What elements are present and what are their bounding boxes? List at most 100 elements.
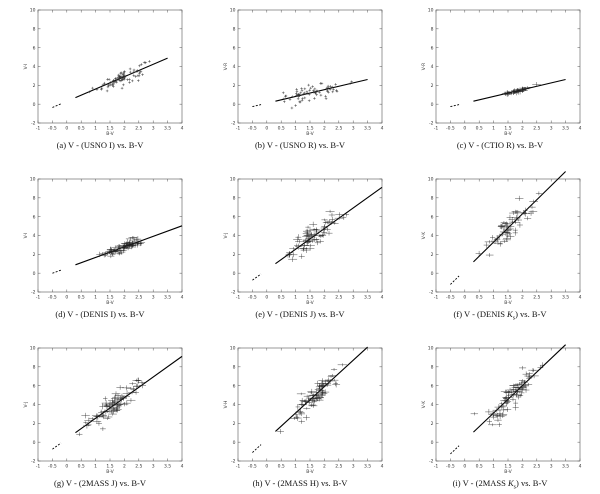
- data-point: [101, 400, 111, 406]
- data-point: [512, 227, 518, 233]
- x-tick-label: 1: [94, 464, 97, 470]
- data-point: [309, 393, 318, 397]
- data-point: [297, 409, 304, 415]
- panel-a: -1 -0.5 0 0.5 1 1.5 2 2.5 3 3.5 4 -2 0 2 4 6 8 10 B-V V-I: [23, 8, 184, 137]
- x-tick-label: -1: [434, 126, 439, 132]
- data-point: [511, 392, 522, 398]
- data-point: [122, 74, 126, 78]
- caption-f-suffix: ) vs. B-V: [515, 309, 547, 319]
- data-point: [302, 238, 309, 242]
- data-point: [117, 77, 121, 81]
- data-point: [343, 212, 350, 217]
- x-tick-label: 1.5: [106, 126, 113, 132]
- data-point: [126, 398, 136, 403]
- data-point: [136, 74, 140, 78]
- data-point: [311, 85, 315, 88]
- data-point: [281, 91, 285, 95]
- y-tick-label: 0: [33, 102, 36, 108]
- data-point: [328, 87, 332, 91]
- data-point: [539, 362, 545, 369]
- x-tick-label: 0.5: [476, 126, 483, 132]
- y-tick-label: 10: [230, 177, 236, 183]
- data-point: [103, 396, 108, 401]
- data-point: [305, 236, 311, 241]
- x-tick-label: -1: [236, 464, 241, 470]
- data-point: [300, 87, 303, 90]
- data-point: [316, 239, 324, 244]
- y-tick-label: 8: [33, 364, 36, 370]
- y-tick-label: 10: [30, 8, 36, 14]
- data-point: [100, 253, 108, 258]
- y-tick-label: 8: [431, 364, 434, 370]
- data-point: [316, 89, 319, 93]
- data-point: [119, 72, 123, 75]
- x-tick-label: 0.5: [78, 295, 85, 301]
- data-point: [120, 402, 129, 407]
- y-tick-label: 2: [431, 421, 434, 427]
- x-tick-label: 1: [94, 295, 97, 301]
- data-point: [514, 218, 522, 222]
- caption-f-sub: K: [507, 309, 513, 319]
- data-point: [95, 88, 99, 91]
- fit-line-extrapolated: [450, 275, 460, 285]
- caption-i-suffix: ) vs. B-V: [516, 478, 548, 488]
- x-tick-label: -0.5: [446, 464, 455, 470]
- panel-f: -1 -0.5 0 0.5 1 1.5 2 2.5 3 3.5 4 -2 0 2 4 6 8 10 B-V V-K: [421, 171, 582, 306]
- data-point: [332, 381, 341, 388]
- data-point: [116, 246, 123, 251]
- data-point: [126, 240, 132, 245]
- data-point: [299, 243, 309, 248]
- data-point: [313, 87, 317, 91]
- fit-line: [473, 171, 566, 263]
- data-point: [282, 100, 286, 104]
- y-tick-label: 2: [233, 83, 236, 89]
- x-tick-label: -1: [36, 126, 41, 132]
- data-point: [112, 394, 119, 401]
- data-point: [490, 414, 498, 420]
- data-point: [330, 368, 338, 371]
- data-point: [499, 401, 504, 406]
- x-tick-label: 3.5: [164, 126, 171, 132]
- y-tick-label: 10: [428, 8, 434, 14]
- data-point: [313, 396, 322, 401]
- data-point: [488, 423, 497, 427]
- data-point: [88, 417, 97, 421]
- x-tick-label: 4: [381, 464, 384, 470]
- x-tick-label: 2.5: [135, 126, 142, 132]
- data-point: [332, 88, 335, 91]
- x-tick-label: 3: [352, 464, 355, 470]
- fit-line: [75, 355, 183, 434]
- data-point: [308, 403, 316, 408]
- data-point: [321, 226, 326, 233]
- x-tick-label: -1: [434, 464, 439, 470]
- x-tick-label: -0.5: [446, 126, 455, 132]
- data-point: [122, 385, 132, 391]
- plot-frame: [435, 178, 581, 293]
- data-point: [115, 80, 118, 84]
- data-point: [305, 400, 314, 405]
- x-tick-label: 0: [265, 295, 268, 301]
- data-point: [488, 411, 498, 417]
- x-tick-label: -0.5: [48, 295, 57, 301]
- data-point: [303, 228, 311, 234]
- plot-frame: [237, 347, 383, 462]
- data-point: [100, 88, 103, 91]
- data-point: [520, 210, 527, 215]
- x-tick-label: 3.5: [562, 126, 569, 132]
- data-point: [485, 253, 494, 258]
- fit-line-extrapolated: [450, 104, 460, 108]
- data-point: [122, 72, 126, 75]
- y-tick-label: 2: [33, 83, 36, 89]
- data-point: [526, 374, 533, 380]
- x-tick-label: 2.5: [533, 295, 540, 301]
- data-point: [123, 76, 127, 79]
- data-point: [294, 243, 300, 248]
- data-point: [324, 227, 331, 232]
- data-point: [132, 378, 141, 382]
- x-tick-label: 0: [463, 126, 466, 132]
- x-tick-label: 2.5: [335, 126, 342, 132]
- data-point: [513, 385, 523, 390]
- data-point: [91, 413, 101, 418]
- data-point: [305, 228, 315, 233]
- data-point: [321, 218, 328, 222]
